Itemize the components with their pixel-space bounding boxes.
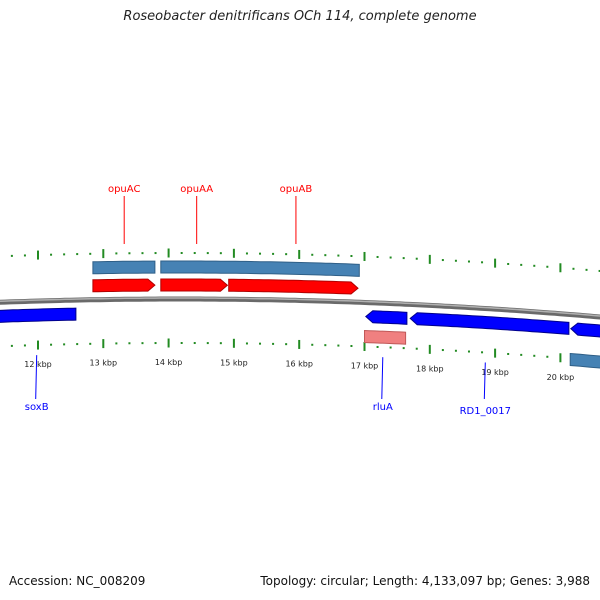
cds-feature[interactable] [365,310,408,325]
ruler-label: 20 kbp [547,373,575,382]
cds-feature[interactable] [0,307,77,323]
topology-label: Topology: circular; Length: 4,133,097 bp… [260,574,590,588]
gene-label[interactable]: soxB [25,402,49,413]
ruler-label: 17 kbp [351,361,379,370]
rna-feature [364,329,407,345]
gene-feature[interactable] [160,260,360,277]
cds-feature[interactable] [409,312,570,335]
label-leader [381,357,384,400]
gene-feature[interactable] [569,352,600,369]
cds-feature[interactable] [228,278,359,295]
gene-label[interactable]: rluA [373,402,393,413]
gene-label[interactable]: opuAC [108,184,140,195]
ruler-label: 16 kbp [285,359,313,368]
backbone [0,296,600,320]
accession-label: Accession: NC_008209 [9,574,146,588]
label-leader [483,362,486,400]
cds-feature[interactable] [92,278,156,293]
backbone-highlight [0,297,600,317]
gene-label[interactable]: RD1_0017 [460,406,511,417]
cds-feature[interactable] [160,278,229,292]
cds-feature[interactable] [570,322,600,338]
ruler-label: 12 kbp [24,360,52,369]
ruler-label: 19 kbp [481,368,509,377]
ruler-label: 14 kbp [155,358,183,367]
ruler-label: 13 kbp [90,359,118,368]
label-leader [35,355,38,400]
gene-label[interactable]: opuAA [180,184,213,195]
ruler-label: 15 kbp [220,358,248,367]
gene-label[interactable]: opuAB [280,184,313,195]
gene-feature[interactable] [92,260,156,275]
ruler-label: 18 kbp [416,364,444,373]
genome-title: Roseobacter denitrificans OCh 114, compl… [123,9,477,24]
